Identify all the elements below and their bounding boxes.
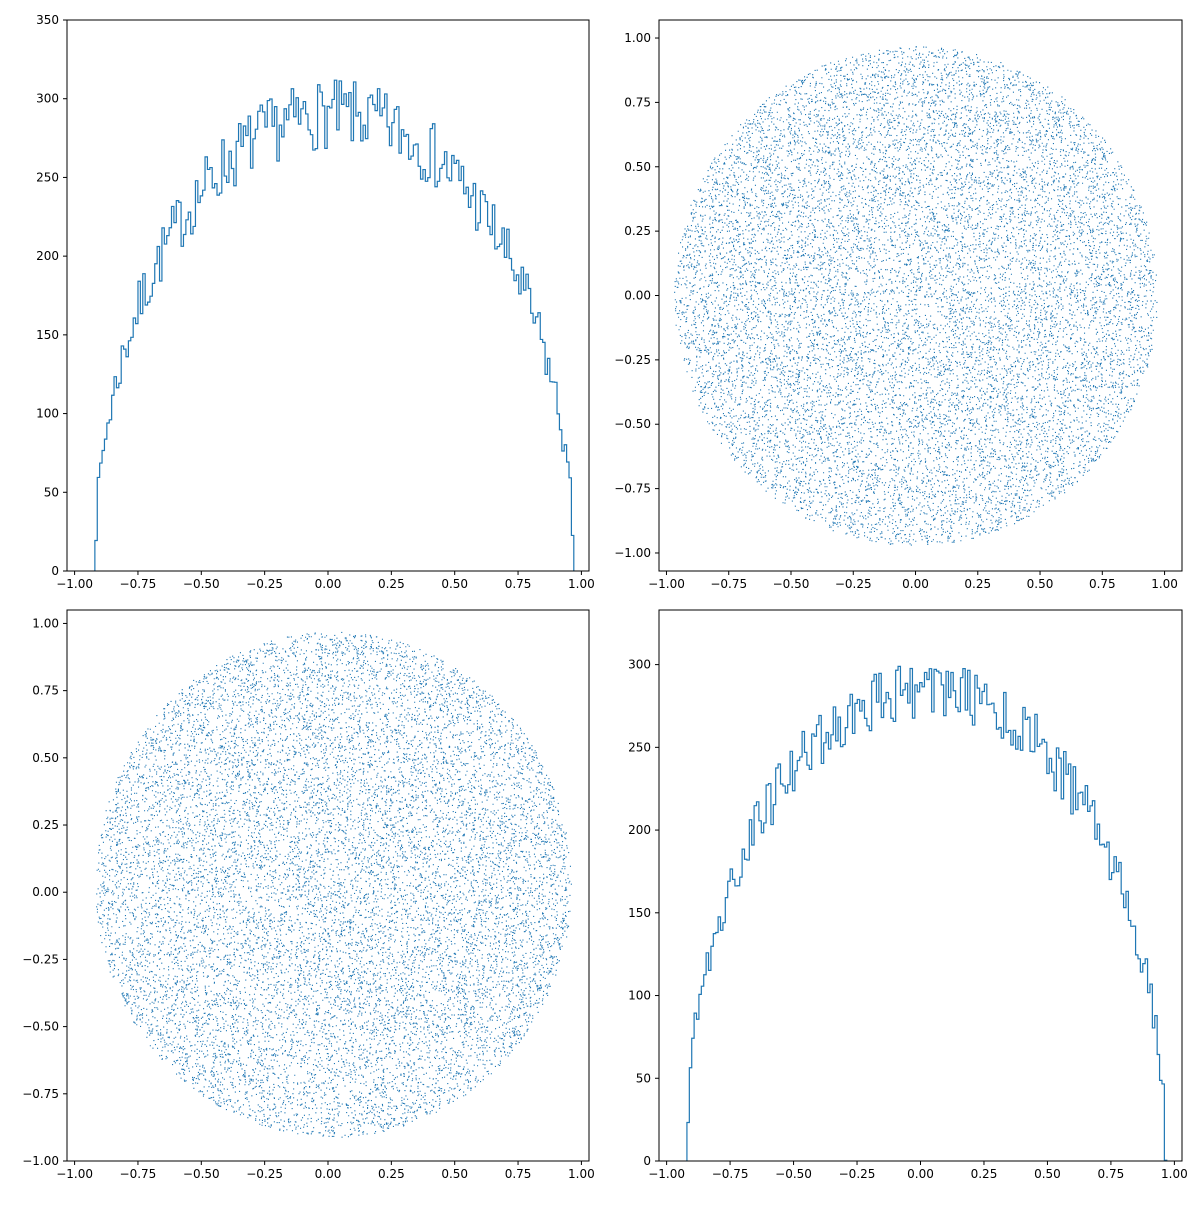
y-tick-label: −1.00	[22, 1154, 59, 1168]
y-tick-label: 150	[36, 328, 59, 342]
x-tick-label: −1.00	[648, 1167, 685, 1181]
x-tick-label: −0.50	[183, 577, 220, 591]
y-tick-label: 150	[628, 906, 651, 920]
y-tick-label: 250	[628, 740, 651, 754]
y-tick-label: 200	[36, 249, 59, 263]
x-tick-label: 0.00	[315, 1167, 342, 1181]
y-tick-label: −0.75	[614, 482, 651, 496]
plot-area	[94, 79, 575, 571]
x-tick-label: −0.50	[773, 577, 810, 591]
y-tick-label: 50	[44, 485, 59, 499]
x-tick-label: 0.00	[315, 577, 342, 591]
x-tick-label: −1.00	[56, 1167, 93, 1181]
x-tick-label: −0.25	[839, 1167, 876, 1181]
y-tick-label: 1.00	[624, 31, 651, 45]
x-tick-label: 0.50	[441, 1167, 468, 1181]
x-tick-label: 1.00	[1151, 577, 1178, 591]
x-tick-label: 0.25	[378, 577, 405, 591]
x-tick-label: −0.75	[120, 577, 157, 591]
plot-area	[686, 665, 1168, 1161]
x-tick-label: 0.50	[1034, 1167, 1061, 1181]
x-tick-label: −1.00	[648, 577, 685, 591]
x-tick-label: 0.25	[378, 1167, 405, 1181]
x-tick-label: −0.75	[710, 577, 747, 591]
x-tick-label: 0.75	[1089, 577, 1116, 591]
y-tick-label: 0.75	[624, 95, 651, 109]
y-tick-label: 1.00	[32, 616, 59, 630]
x-tick-label: −0.25	[246, 1167, 283, 1181]
y-tick-label: 300	[628, 658, 651, 672]
x-tick-label: −0.50	[183, 1167, 220, 1181]
y-tick-label: −0.50	[614, 417, 651, 431]
y-tick-label: −0.75	[22, 1087, 59, 1101]
plot-area	[96, 631, 572, 1138]
y-tick-label: 350	[36, 13, 59, 27]
x-tick-label: −0.25	[246, 577, 283, 591]
y-tick-label: 0	[643, 1154, 651, 1168]
x-tick-label: 0.50	[441, 577, 468, 591]
x-tick-label: −0.75	[120, 1167, 157, 1181]
y-tick-label: 0.50	[624, 160, 651, 174]
y-tick-label: 100	[36, 407, 59, 421]
x-tick-label: 0.25	[971, 1167, 998, 1181]
y-tick-label: 100	[628, 989, 651, 1003]
x-tick-label: 1.00	[568, 1167, 595, 1181]
y-tick-label: 0.25	[32, 818, 59, 832]
x-tick-label: 0.75	[505, 1167, 532, 1181]
x-tick-label: 1.00	[1161, 1167, 1188, 1181]
histogram-step-line	[686, 665, 1168, 1161]
x-tick-label: −1.00	[56, 577, 93, 591]
histogram-step-line	[94, 79, 575, 571]
y-tick-label: 250	[36, 170, 59, 184]
y-tick-label: −0.25	[614, 353, 651, 367]
y-tick-label: −1.00	[614, 546, 651, 560]
y-tick-label: 50	[636, 1071, 651, 1085]
x-tick-label: −0.50	[775, 1167, 812, 1181]
y-tick-label: −0.25	[22, 952, 59, 966]
subplot-1: −1.00 −0.75 −0.50 −0.25 0.00 0.25 0.50 0.75 1.00…	[36, 13, 595, 591]
x-tick-label: 0.75	[1098, 1167, 1125, 1181]
y-tick-label: 200	[628, 823, 651, 837]
x-tick-label: 0.00	[902, 577, 929, 591]
x-tick-label: 0.50	[1027, 577, 1054, 591]
y-tick-label: 0	[51, 564, 59, 578]
x-tick-label: −0.25	[835, 577, 872, 591]
subplot-3: −1.00 −0.75 −0.50 −0.25 0.00 0.25 0.50 0.75 1.00…	[22, 609, 595, 1181]
x-tick-label: 0.00	[907, 1167, 934, 1181]
y-tick-label: 0.75	[32, 684, 59, 698]
x-tick-label: −0.75	[712, 1167, 749, 1181]
y-tick-label: 0.00	[624, 289, 651, 303]
subplot-2: −1.00 −0.75 −0.50 −0.25 0.00 0.25 0.50 0.75 1.00…	[614, 19, 1183, 591]
subplot-4: −1.00 −0.75 −0.50 −0.25 0.00 0.25 0.50 0.75 1.00…	[628, 609, 1188, 1181]
y-tick-label: 300	[36, 92, 59, 106]
x-tick-label: 1.00	[568, 577, 595, 591]
y-tick-label: 0.50	[32, 751, 59, 765]
y-tick-label: −0.50	[22, 1020, 59, 1034]
y-tick-label: 0.25	[624, 224, 651, 238]
x-tick-label: 0.25	[964, 577, 991, 591]
y-tick-label: 0.00	[32, 885, 59, 899]
scatter-points	[96, 631, 572, 1138]
x-tick-label: 0.75	[505, 577, 532, 591]
